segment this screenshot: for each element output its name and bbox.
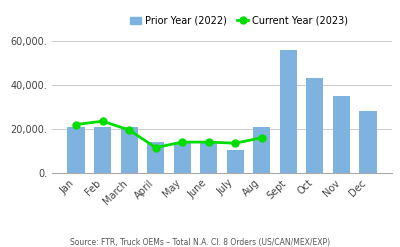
Bar [174, 142, 191, 173]
Text: Source: FTR, Truck OEMs – Total N.A. Cl. 8 Orders (US/CAN/MEX/EXP): Source: FTR, Truck OEMs – Total N.A. Cl.… [70, 238, 330, 247]
Bar [68, 127, 85, 173]
Bar [94, 127, 111, 173]
Bar [227, 150, 244, 173]
Bar [253, 127, 270, 173]
Bar [333, 96, 350, 173]
Bar [306, 78, 324, 173]
Bar [120, 127, 138, 173]
Bar [359, 111, 376, 173]
Bar [200, 142, 217, 173]
Bar [147, 142, 164, 173]
Bar [280, 50, 297, 173]
Legend: Prior Year (2022), Current Year (2023): Prior Year (2022), Current Year (2023) [126, 12, 352, 29]
